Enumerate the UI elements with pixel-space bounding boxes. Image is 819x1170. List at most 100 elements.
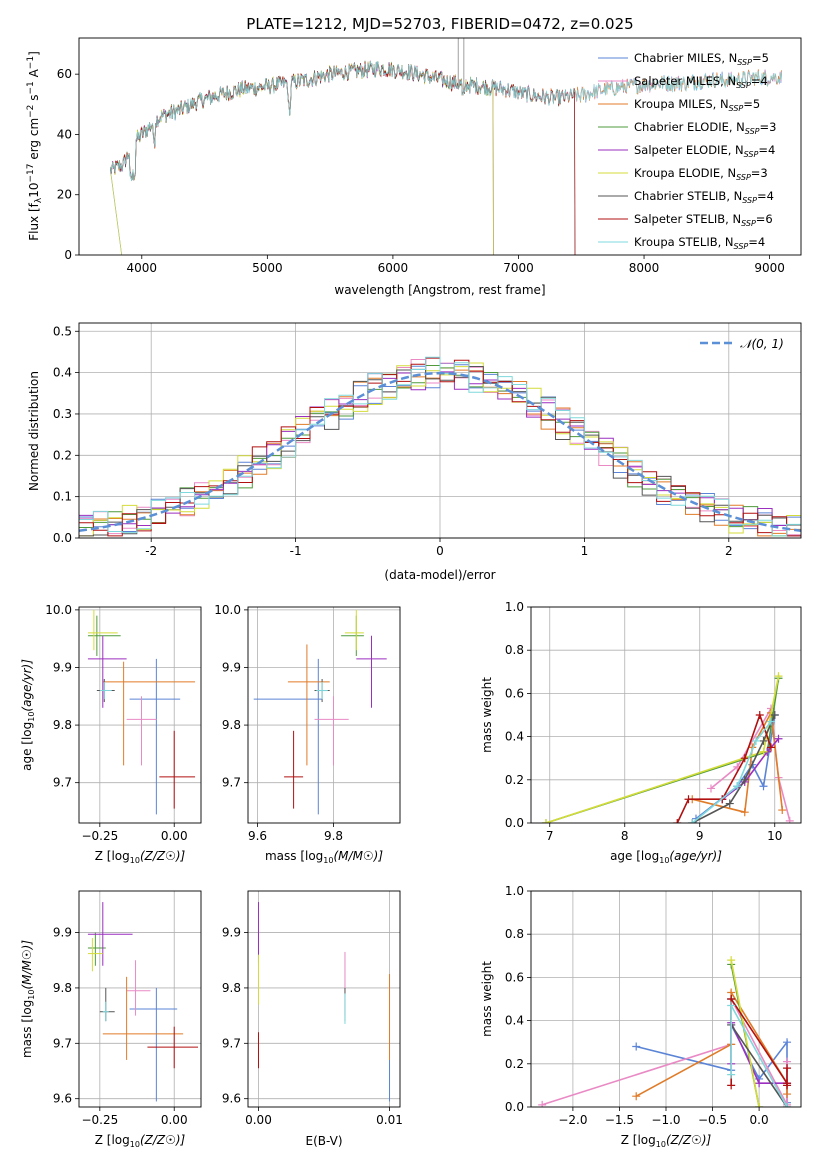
mass-weight-line xyxy=(721,738,780,800)
x-tick-label: −1.5 xyxy=(605,1113,634,1127)
x-axis-label: Z [log10(Z/Z☉)] xyxy=(95,849,186,865)
mass-vs-Z-panel: −0.25 0.00 9.6 9.7 9.8 9.9 Z [log10(Z/Z☉)] mass… xyxy=(20,890,202,1149)
y-tick-label: 9.7 xyxy=(53,1036,72,1050)
legend-entry: 𝒩(0, 1) xyxy=(740,337,784,351)
mass-weight-marker xyxy=(684,795,693,804)
figure-title: PLATE=1212, MJD=52703, FIBERID=0472, z=0… xyxy=(246,15,633,33)
x-tick-label: 9.8 xyxy=(324,829,343,843)
y-tick-label: 0.6 xyxy=(505,970,524,984)
y-tick-label: 9.7 xyxy=(222,1036,241,1050)
y-axis-label: Flux [fλ10−17 erg cm−2 s−1 A−1] xyxy=(26,51,44,241)
x-axis-label: mass [log10(M/M☉)] xyxy=(265,849,383,865)
x-tick-label: 5000 xyxy=(252,261,283,275)
x-tick-label: 9.6 xyxy=(248,829,267,843)
y-tick-label: 0.6 xyxy=(505,686,524,700)
mass-weight-marker xyxy=(783,1038,792,1047)
mass-weight-marker xyxy=(740,808,749,817)
mass-weight-marker xyxy=(783,1090,792,1099)
mass-weight-marker xyxy=(725,799,734,808)
y-tick-label: 9.8 xyxy=(222,718,241,732)
x-tick-label: 0.00 xyxy=(161,829,188,843)
y-tick-label: 9.9 xyxy=(222,926,241,940)
y-axis-label: mass [log10(M/M☉)] xyxy=(20,940,36,1058)
spectrum-series-line xyxy=(110,61,494,255)
y-tick-label: 0.2 xyxy=(505,1057,524,1071)
y-tick-label: 0.1 xyxy=(53,490,72,504)
y-tick-label: 0.0 xyxy=(505,816,524,830)
mass-weight-line xyxy=(730,959,760,1107)
mass-weight-marker xyxy=(632,1092,641,1101)
mass-weight-marker xyxy=(759,747,768,756)
x-axis-label: wavelength [Angstrom, rest frame] xyxy=(334,283,545,297)
mass-weight-marker xyxy=(542,819,550,823)
y-axis-label: Normed distribution xyxy=(27,371,41,491)
y-tick-label: 0.2 xyxy=(505,773,524,787)
mass-weight-line xyxy=(545,678,780,823)
x-tick-label: 7000 xyxy=(503,261,534,275)
y-tick-label: 10.0 xyxy=(214,603,241,617)
mass-weight-marker xyxy=(755,1103,764,1107)
mass-weight-marker xyxy=(538,1100,547,1107)
y-axis-label: mass weight xyxy=(480,677,494,753)
y-tick-label: 0.0 xyxy=(53,531,72,545)
y-tick-label: 20 xyxy=(57,188,72,202)
plot-area xyxy=(257,902,391,1102)
age-vs-mass-panel: 9.6 9.8 9.7 9.8 9.9 10.0 mass [log10(M/M☉)] xyxy=(214,603,401,865)
y-tick-label: 9.8 xyxy=(53,981,72,995)
mass-weight-marker xyxy=(767,717,775,726)
x-axis-label: (data-model)/error xyxy=(384,568,495,582)
plot-area xyxy=(542,672,794,823)
y-tick-label: 9.8 xyxy=(53,718,72,732)
legend: 𝒩(0, 1) xyxy=(700,337,784,351)
y-tick-label: 0.4 xyxy=(505,730,524,744)
y-tick-label: 9.6 xyxy=(222,1092,241,1106)
y-tick-label: 9.9 xyxy=(53,926,72,940)
spectrum-series-line xyxy=(110,61,494,255)
mass-weight-marker xyxy=(740,754,749,763)
y-tick-label: 10.0 xyxy=(45,603,72,617)
x-axis-label: Z [log10(Z/Z☉)] xyxy=(621,1133,712,1149)
x-tick-label: −0.25 xyxy=(81,829,118,843)
axes-frame xyxy=(530,890,802,1108)
mass-weight-vs-age-panel: 7 8 9 10 0.0 0.2 0.4 0.6 0.8 1.0 age [log10(age/yr… xyxy=(480,600,802,865)
y-tick-label: 9.7 xyxy=(53,776,72,790)
grid xyxy=(531,890,801,1108)
x-axis-label: Z [log10(Z/Z☉)] xyxy=(95,1133,186,1149)
x-tick-label: 8000 xyxy=(629,261,660,275)
legend-entry: Salpeter ELODIE, NSSP=4 xyxy=(634,143,775,159)
x-tick-label: 0.00 xyxy=(161,1113,188,1127)
x-tick-label: 6000 xyxy=(378,261,409,275)
mass-weight-line xyxy=(545,675,780,823)
y-tick-label: 0.0 xyxy=(505,1100,524,1114)
x-tick-label: -1 xyxy=(290,544,302,558)
age-vs-Z-panel: −0.25 0.00 9.7 9.8 9.9 10.0 Z [log10(Z/Z☉)] age… xyxy=(20,603,202,865)
legend-entry: Kroupa STELIB, NSSP=4 xyxy=(634,235,765,251)
x-tick-label: −0.5 xyxy=(698,1113,727,1127)
gaussian-reference-curve xyxy=(79,371,801,533)
x-tick-label: 0 xyxy=(436,544,444,558)
plot-area xyxy=(87,609,196,815)
spectrum-series-line xyxy=(110,60,783,182)
mass-weight-marker xyxy=(727,956,736,965)
legend-entry: Chabrier MILES, NSSP=5 xyxy=(634,51,769,67)
x-tick-label: 9000 xyxy=(754,261,785,275)
mass-weight-line xyxy=(676,712,772,823)
x-tick-label: -2 xyxy=(145,544,157,558)
mass-weight-marker xyxy=(740,775,749,784)
x-tick-label: 1 xyxy=(581,544,589,558)
mass-weight-marker xyxy=(727,1081,736,1090)
axes-frame xyxy=(247,606,401,824)
y-tick-label: 9.6 xyxy=(53,1092,72,1106)
x-axis-label: E(B-V) xyxy=(305,1134,342,1148)
histogram-step-line xyxy=(79,356,801,537)
x-tick-label: 10 xyxy=(767,829,782,843)
mass-weight-marker xyxy=(783,1103,792,1107)
mass-weight-marker xyxy=(785,816,794,823)
x-tick-label: −0.25 xyxy=(81,1113,118,1127)
y-tick-label: 0.2 xyxy=(53,448,72,462)
mass-weight-marker xyxy=(632,1042,641,1051)
y-tick-label: 0.3 xyxy=(53,407,72,421)
x-tick-label: 7 xyxy=(546,829,554,843)
x-tick-label: 0.0 xyxy=(750,1113,769,1127)
mass-weight-line xyxy=(691,721,772,823)
